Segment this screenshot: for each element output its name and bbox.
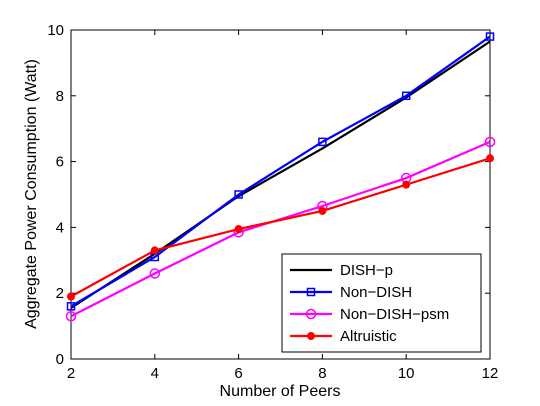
legend-marker (306, 287, 316, 297)
legend-item-dish-p: DISH−p (290, 262, 393, 279)
legend-label: Non−DISH (340, 284, 412, 301)
data-point-non-dish (485, 32, 495, 41)
legend-item-non-dish-psm: Non−DISH−psm (290, 306, 449, 323)
y-axis-title: Aggregate Power Consumption (Watt) (23, 59, 40, 329)
series-dish-p (70, 40, 491, 309)
y-tick-label: 8 (56, 88, 64, 105)
y-tick-label: 0 (56, 351, 64, 368)
x-tick-label: 6 (234, 365, 242, 382)
legend-item-altruistic: Altruistic (290, 328, 397, 345)
data-point-altruistic (67, 292, 75, 301)
data-point-altruistic (318, 206, 327, 215)
data-point-non-dish-psm (484, 136, 496, 148)
y-tick-label: 10 (47, 22, 64, 39)
series-line-non-dish (70, 35, 491, 308)
data-point-non-dish-psm (65, 310, 77, 322)
data-point-non-dish (318, 137, 327, 147)
data-point-altruistic (150, 246, 159, 255)
legend: DISH−p Non−DISH Non−DISH−psm Altruistic (281, 253, 482, 353)
x-axis-title: Number of Peers (220, 383, 341, 400)
data-point-non-dish (401, 91, 411, 101)
data-point-non-dish (234, 190, 243, 199)
legend-label: Non−DISH−psm (340, 306, 449, 323)
y-tick-label: 4 (56, 219, 64, 236)
x-tick-label: 8 (318, 365, 326, 382)
data-point-altruistic (234, 225, 243, 234)
x-tick-label: 4 (151, 365, 159, 382)
series-line-dish-p (70, 40, 491, 309)
series-line-altruistic (70, 157, 491, 298)
data-point-altruistic (402, 180, 411, 189)
legend-marker (307, 332, 315, 340)
x-axis: 2 4 6 8 10 12 (67, 30, 499, 382)
data-point-altruistic (486, 154, 494, 163)
series-non-dish (66, 32, 495, 311)
legend-marker (305, 308, 317, 320)
data-point-non-dish-psm (149, 268, 161, 279)
x-tick-label: 2 (67, 365, 75, 382)
series-altruistic (67, 154, 494, 301)
legend-label: DISH−p (340, 262, 393, 279)
y-tick-label: 2 (56, 285, 64, 302)
legend-item-non-dish: Non−DISH (290, 284, 412, 301)
legend-label: Altruistic (340, 328, 397, 345)
x-tick-label: 12 (482, 365, 499, 382)
data-point-non-dish (66, 302, 76, 311)
series-layer (65, 32, 496, 322)
x-tick-label: 10 (398, 365, 415, 382)
y-tick-label: 6 (56, 154, 64, 171)
